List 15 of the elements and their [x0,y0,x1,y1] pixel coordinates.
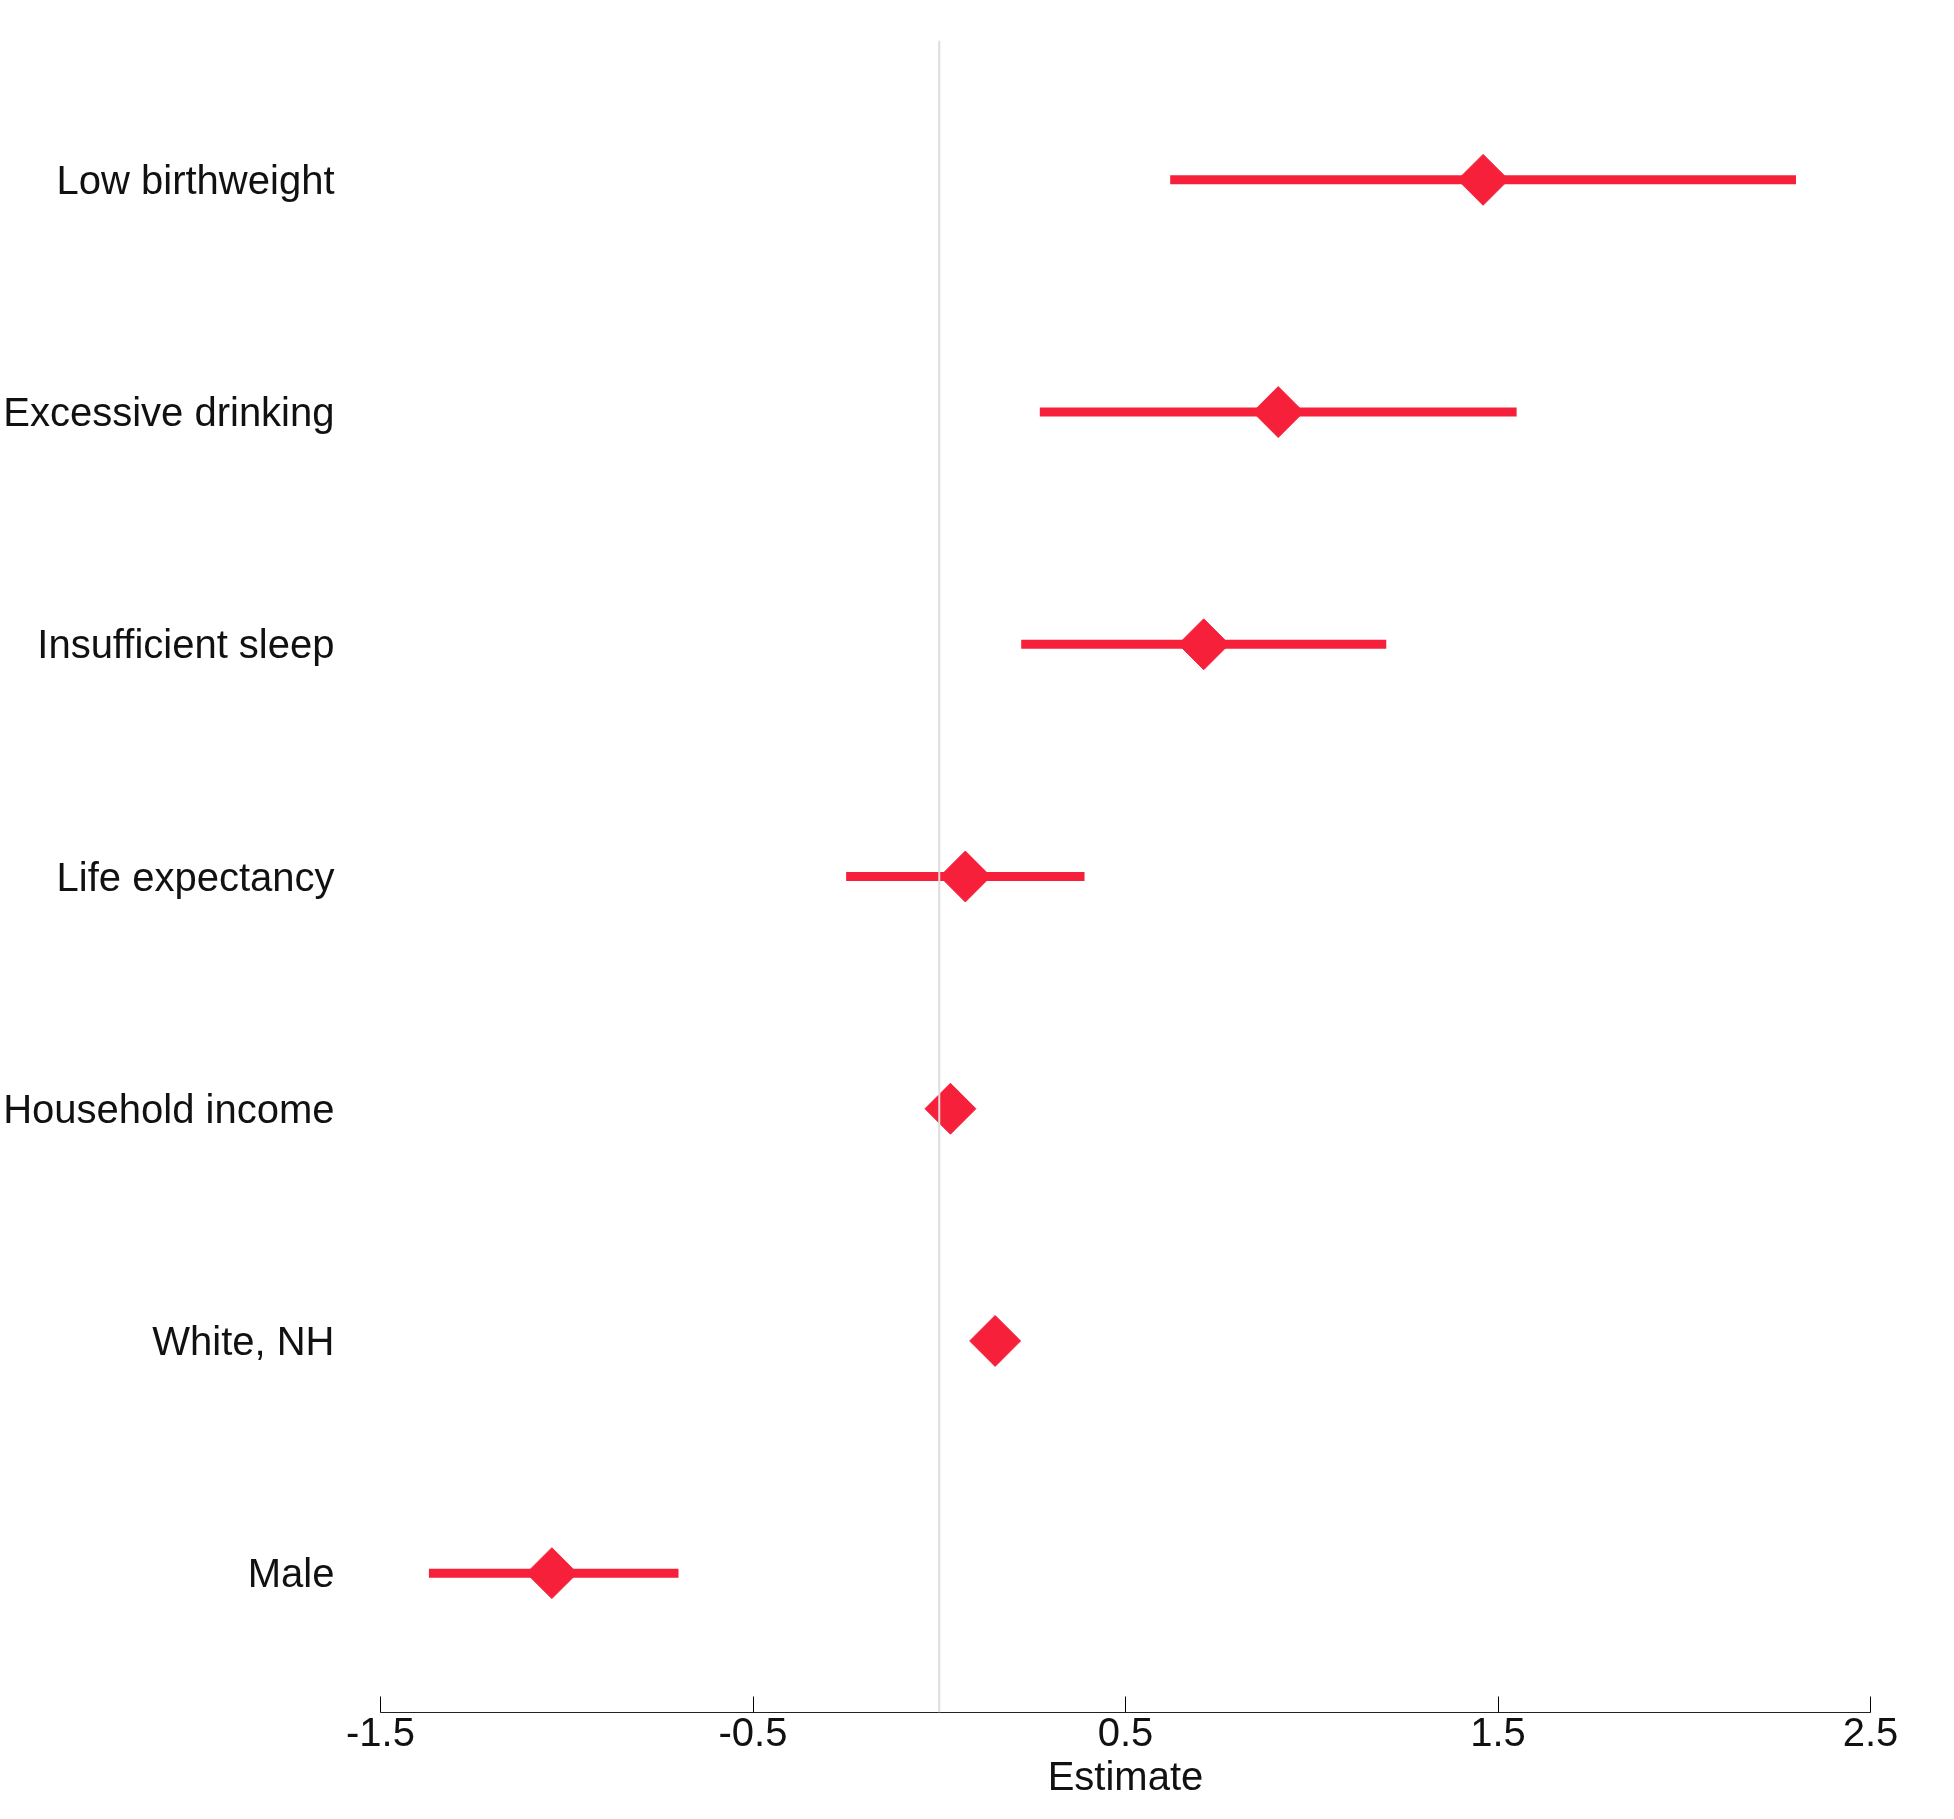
x-tick-label: 0.5 [1097,1709,1154,1754]
x-axis-title: Estimate [1047,1753,1204,1798]
x-tick-label: 1.5 [1470,1709,1526,1754]
x-tick-label: 2.5 [1842,1709,1899,1754]
y-tick-label: Household income [3,1086,335,1131]
y-tick-label: Insufficient sleep [37,622,335,667]
x-tick-label: -0.5 [718,1709,788,1754]
point [924,1082,977,1135]
y-tick-label: Male [247,1551,335,1596]
point [969,1314,1022,1367]
y-tick-label: Life expectancy [56,854,335,899]
x-tick-label: -1.5 [346,1709,415,1754]
y-tick-label: White, NH [152,1318,335,1363]
y-tick-label: Low birthweight [56,157,335,202]
y-tick-label: Excessive drinking [3,390,335,435]
